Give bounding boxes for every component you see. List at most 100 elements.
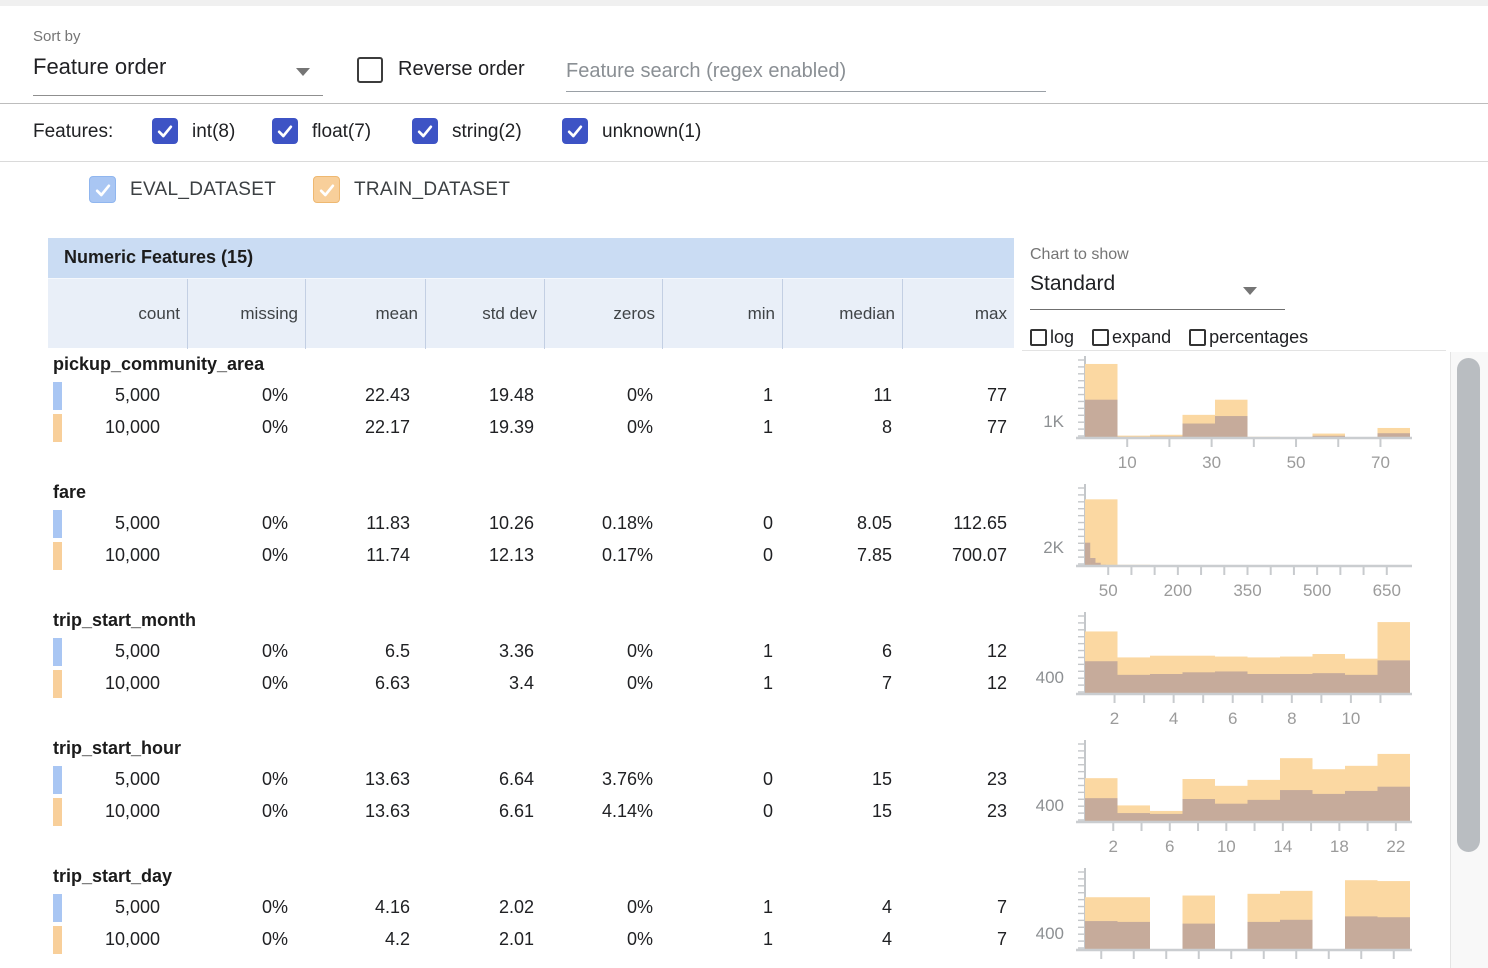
stat-zeros: 4.14%: [601, 801, 653, 821]
stat-min: 0: [762, 801, 773, 821]
stat-zeros: 0%: [626, 641, 653, 661]
x-tick-label: 6: [1165, 837, 1174, 856]
stat-max: 700.07: [951, 545, 1007, 565]
log-label: log: [1050, 326, 1075, 347]
stat-missing: 0%: [261, 897, 288, 917]
column-header-std-dev: std dev: [425, 279, 544, 349]
stat-std_dev: 2.01: [498, 929, 534, 949]
window-top-strip: [0, 0, 1488, 6]
filters-divider: [0, 161, 1488, 162]
column-header-max: max: [902, 279, 1014, 349]
stat-std_dev: 6.61: [498, 801, 534, 821]
sort-by-dropdown[interactable]: Feature order: [33, 54, 167, 79]
stat-count: 10,000: [104, 801, 160, 821]
feature-type-label: unknown(1): [602, 121, 702, 142]
stat-min: 1: [762, 929, 773, 949]
stat-median: 7: [881, 673, 892, 693]
stat-median: 11: [873, 385, 892, 405]
feature-name: fare: [53, 482, 87, 502]
dataset-label: TRAIN_DATASET: [354, 179, 511, 200]
stat-count: 10,000: [104, 545, 160, 565]
stat-std_dev: 3.36: [498, 641, 534, 661]
x-tick-label: 18: [1330, 837, 1349, 856]
stat-zeros: 3.76%: [601, 769, 653, 789]
feature-type-checkbox[interactable]: [272, 118, 298, 144]
feature-type-checkbox[interactable]: [152, 118, 178, 144]
numeric-features-title: Numeric Features (15): [64, 247, 254, 267]
feature-name: pickup_community_area: [53, 354, 265, 374]
chart-type-underline: [1030, 309, 1285, 310]
feature-type-checkbox[interactable]: [562, 118, 588, 144]
sort-by-label: Sort by: [33, 28, 81, 45]
histogram-trip_start_day: 400: [1036, 868, 1412, 959]
stat-missing: 0%: [261, 641, 288, 661]
percentages-label: percentages: [1209, 326, 1309, 347]
y-axis-label: 400: [1036, 668, 1064, 687]
stat-mean: 22.43: [364, 385, 410, 405]
toolbar-divider: [0, 103, 1488, 104]
stat-std_dev: 2.02: [498, 897, 534, 917]
x-tick-label: 14: [1273, 837, 1292, 856]
chart-to-show-label: Chart to show: [1030, 246, 1129, 263]
stat-zeros: 0%: [626, 673, 653, 693]
expand-checkbox[interactable]: [1092, 328, 1110, 346]
dataset-checkbox[interactable]: [89, 176, 116, 203]
feature-type-label: float(7): [312, 121, 372, 142]
stat-mean: 6.63: [374, 673, 410, 693]
stat-max: 23: [986, 801, 1007, 821]
eval_dataset-swatch: [53, 510, 62, 538]
feature-search-input[interactable]: [566, 52, 1046, 92]
train_dataset-swatch: [53, 670, 62, 698]
vertical-scrollbar-thumb[interactable]: [1457, 358, 1480, 852]
chart-option: percentages: [1189, 327, 1308, 348]
stat-zeros: 0%: [626, 385, 653, 405]
stat-zeros: 0.17%: [601, 545, 653, 565]
chart-type-dropdown[interactable]: Standard: [1030, 272, 1116, 295]
stat-count: 10,000: [104, 929, 160, 949]
eval_dataset-swatch: [53, 638, 62, 666]
stat-mean: 4.16: [374, 897, 410, 917]
y-axis-label: 1K: [1043, 412, 1064, 431]
stat-min: 0: [762, 769, 773, 789]
stat-max: 12: [986, 641, 1007, 661]
column-header-zeros: zeros: [544, 279, 662, 349]
x-tick-label: 350: [1233, 581, 1261, 600]
chevron-down-icon[interactable]: [1243, 287, 1257, 295]
stat-median: 15: [871, 801, 892, 821]
stat-max: 77: [986, 417, 1007, 437]
stat-mean: 6.5: [384, 641, 410, 661]
vertical-scrollbar-track[interactable]: [1450, 352, 1488, 968]
log-checkbox[interactable]: [1030, 328, 1047, 346]
x-tick-label: 50: [1287, 453, 1306, 472]
stat-std_dev: 3.4: [508, 673, 534, 693]
x-tick-label: 4: [1169, 709, 1178, 728]
x-tick-label: 10: [1341, 709, 1360, 728]
chevron-down-icon[interactable]: [296, 68, 310, 76]
features-filter-label: Features:: [33, 121, 114, 142]
feature-name: trip_start_month: [53, 610, 197, 630]
stat-min: 0: [762, 545, 773, 565]
train_dataset-swatch: [53, 414, 62, 442]
stat-missing: 0%: [261, 769, 288, 789]
stat-missing: 0%: [261, 545, 288, 565]
stat-median: 8: [881, 417, 892, 437]
histogram-pickup_community_area: 1K 10 30 50 70: [1043, 356, 1412, 472]
x-tick-label: 50: [1099, 581, 1118, 600]
column-header-missing: missing: [187, 279, 305, 349]
stat-count: 5,000: [114, 769, 160, 789]
eval_dataset-swatch: [53, 894, 62, 922]
chart-option: expand: [1092, 327, 1171, 348]
feature-type-checkbox[interactable]: [412, 118, 438, 144]
column-header-mean: mean: [305, 279, 425, 349]
stat-median: 4: [881, 929, 892, 949]
numeric-features-header-bar: [48, 238, 1014, 278]
dataset-checkbox[interactable]: [313, 176, 340, 203]
expand-label: expand: [1112, 326, 1172, 347]
x-tick-label: 200: [1164, 581, 1192, 600]
y-axis-label: 400: [1036, 924, 1064, 943]
reverse-order-checkbox[interactable]: [357, 57, 383, 83]
feature-type-label: int(8): [192, 121, 236, 142]
stat-median: 8.05: [856, 513, 892, 533]
x-tick-label: 10: [1118, 453, 1137, 472]
percentages-checkbox[interactable]: [1189, 328, 1207, 346]
